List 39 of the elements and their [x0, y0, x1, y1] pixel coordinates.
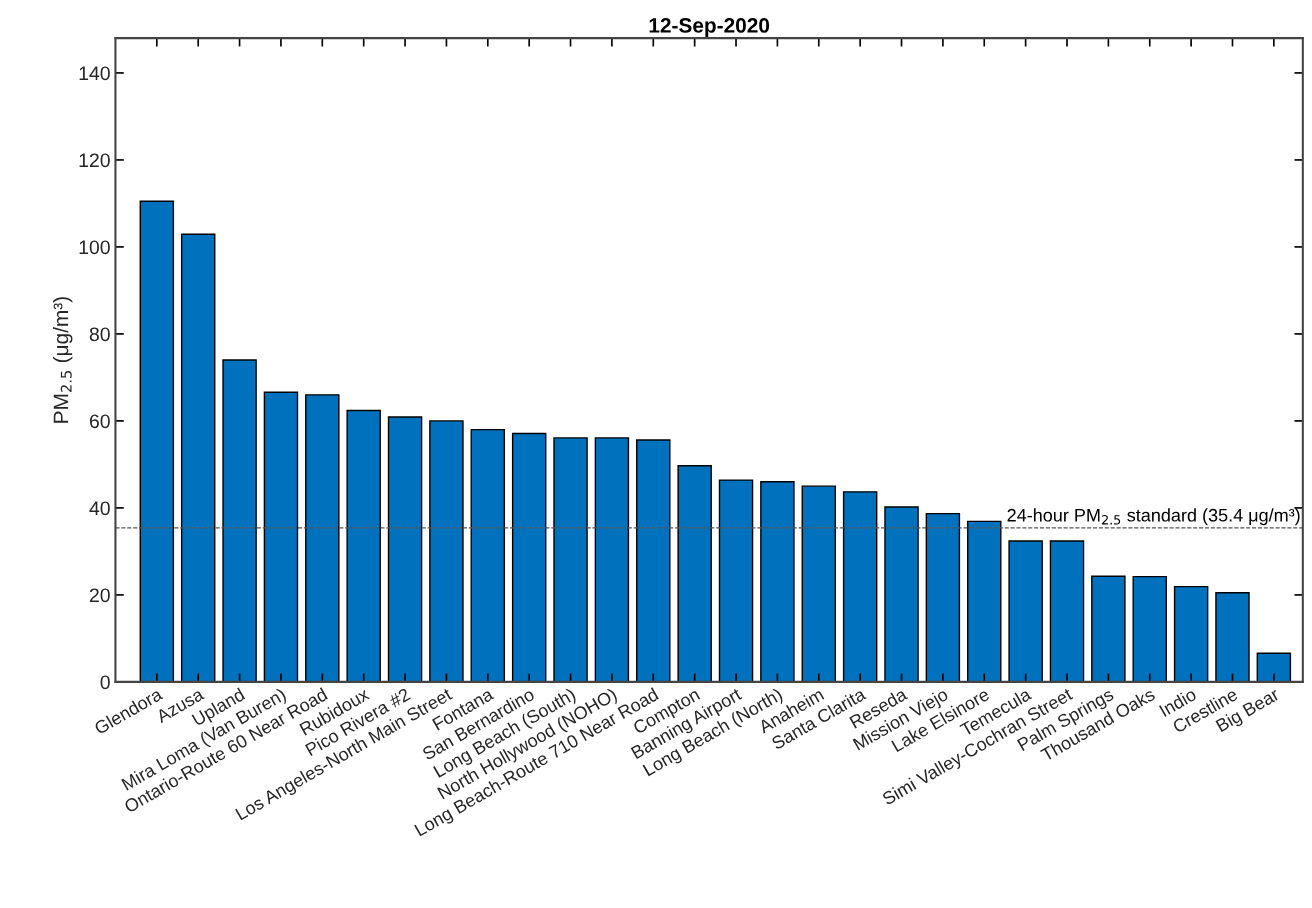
bar	[842, 491, 878, 682]
bar	[1256, 652, 1292, 682]
bar	[180, 233, 216, 682]
bar	[1049, 540, 1085, 682]
bar	[1215, 592, 1250, 682]
y-tick-label: 100	[79, 240, 110, 255]
y-tick-label: 60	[89, 414, 110, 429]
y-tick-label: 80	[89, 327, 110, 342]
chart-title: 12-Sep-2020	[649, 18, 770, 37]
y-tick-label: 140	[79, 66, 110, 81]
bar	[884, 506, 919, 682]
bar	[511, 432, 547, 682]
bar	[470, 428, 506, 682]
y-tick-label: 0	[100, 675, 110, 690]
bar	[925, 512, 961, 682]
y-tick-label: 40	[89, 501, 110, 516]
bar	[1173, 585, 1209, 682]
bar	[718, 479, 754, 682]
bar	[594, 437, 630, 682]
bar	[387, 416, 423, 682]
bar	[801, 485, 837, 682]
bar	[429, 420, 464, 682]
y-tick-label: 120	[79, 153, 110, 168]
bar	[636, 439, 671, 682]
bar	[967, 520, 1002, 682]
bar	[553, 437, 588, 682]
bar	[263, 391, 299, 682]
bar	[346, 409, 381, 682]
y-tick-label: 20	[89, 588, 110, 603]
bar	[677, 465, 712, 682]
ref-line-label: 24-hour PM$_{2.5}$ standard (35.4 μg/m³)	[1007, 508, 1300, 526]
bar	[222, 359, 257, 682]
bar	[1008, 540, 1043, 682]
bar	[305, 394, 340, 682]
bar	[760, 481, 795, 682]
y-axis-title: PM$_{2.5}$ (μg/m³)	[53, 297, 73, 423]
bar	[139, 200, 175, 682]
bar	[1091, 575, 1126, 682]
bar	[1132, 575, 1167, 682]
